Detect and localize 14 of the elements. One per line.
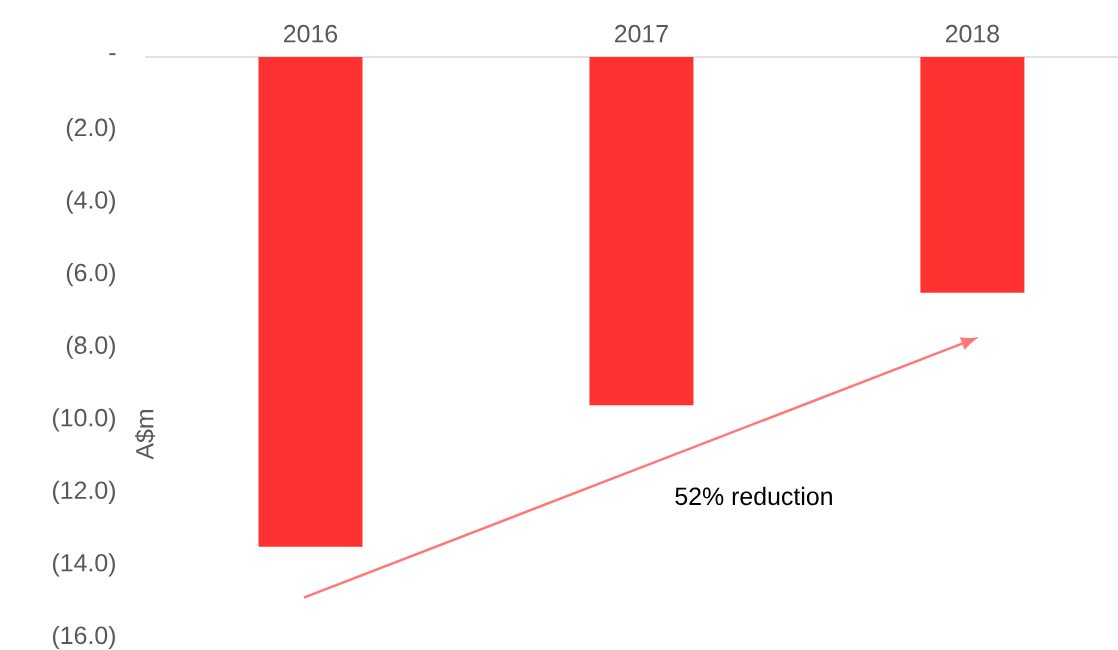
- y-tick-label: (8.0): [66, 335, 115, 359]
- y-tick-label: (10.0): [52, 408, 115, 432]
- y-tick-label: (6.0): [66, 263, 115, 287]
- y-axis-title: A$m: [134, 410, 156, 460]
- y-tick-label: (4.0): [66, 190, 115, 214]
- y-tick-label: (2.0): [66, 117, 115, 142]
- x-tick-label: 2018: [945, 24, 999, 43]
- x-tick-label: 2017: [614, 24, 668, 43]
- y-tick-label: (12.0): [52, 480, 115, 504]
- annotation: 52% reduction: [675, 486, 832, 506]
- y-tick-label: (16.0): [52, 625, 115, 650]
- y-tick-label: (14.0): [52, 553, 115, 577]
- x-tick-label: 2016: [284, 24, 338, 43]
- y-tick-label: -: [109, 53, 116, 56]
